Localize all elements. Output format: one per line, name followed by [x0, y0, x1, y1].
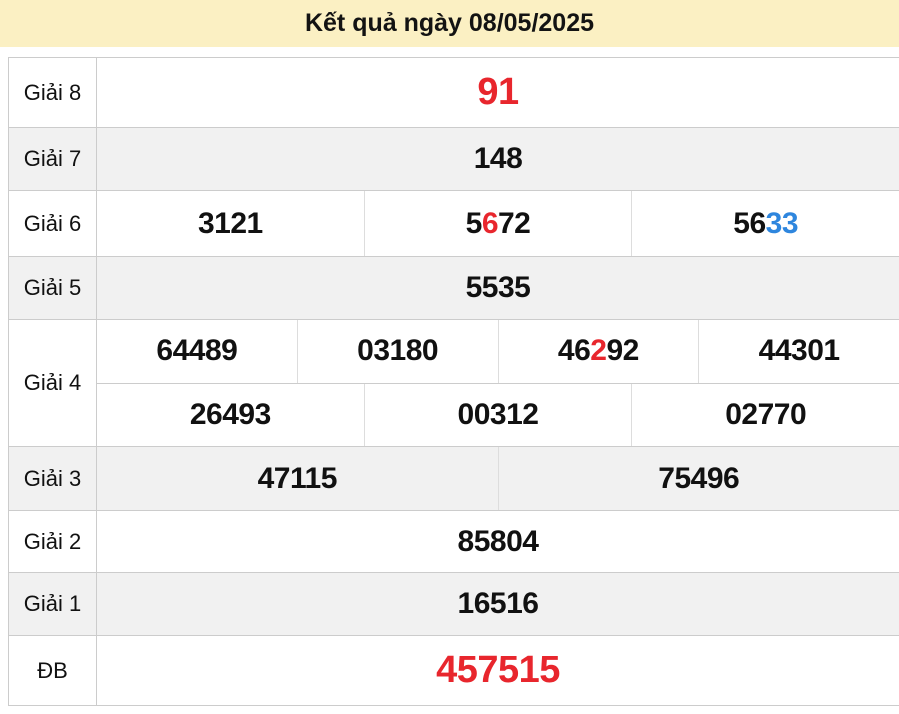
- prize-digit-segment: 75496: [658, 461, 740, 495]
- prize-line: 47115 75496: [97, 447, 899, 510]
- prize-label: Giải 7: [9, 128, 97, 190]
- prize-line: 148: [97, 128, 899, 190]
- prize-label: Giải 2: [9, 511, 97, 572]
- prize-content: 91: [97, 58, 899, 127]
- results-table: Giải 8 91 Giải 7 148 Giải 6 3121 5 6 72 56 33 Giải …: [8, 57, 899, 706]
- page-title: Kết quả ngày 08/05/2025: [304, 9, 595, 37]
- prize-line: 91: [97, 58, 899, 127]
- prize-digit-segment: 03180: [357, 334, 439, 368]
- prize-label: ĐB: [9, 636, 97, 705]
- prize-line: 457515: [97, 636, 899, 705]
- prize-digit-segment: 56: [733, 206, 766, 240]
- prize-content: 3121 5 6 72 56 33: [97, 191, 899, 256]
- prize-row: Giải 4 64489 03180 46 2 92 44301 26493 00312 0277…: [9, 320, 899, 447]
- prize-label: Giải 3: [9, 447, 97, 510]
- prize-digit-segment: 6: [481, 206, 499, 240]
- prize-number: 5535: [97, 257, 899, 319]
- prize-digit-segment: 72: [498, 206, 531, 240]
- prize-digit-segment: 26493: [189, 397, 271, 431]
- prize-content: 16516: [97, 573, 899, 635]
- prize-number: 26493: [97, 384, 364, 447]
- prize-number: 00312: [363, 383, 632, 446]
- prize-label: Giải 8: [9, 58, 97, 127]
- prize-digit-segment: 47115: [257, 461, 338, 495]
- prize-number: 457515: [97, 636, 899, 705]
- prize-digit-segment: 46: [557, 334, 591, 368]
- results-header: Kết quả ngày 08/05/2025: [0, 0, 899, 47]
- prize-digit-segment: 00312: [457, 397, 539, 431]
- prize-digit-segment: 92: [606, 334, 639, 368]
- prize-number: 02770: [631, 383, 899, 446]
- prize-digit-segment: 64489: [156, 334, 238, 368]
- prize-digit-segment: 85804: [457, 524, 539, 558]
- prize-number: 85804: [97, 511, 899, 572]
- prize-number: 5 6 72: [363, 191, 632, 256]
- prize-row: Giải 7 148: [9, 128, 899, 191]
- prize-label: Giải 1: [9, 573, 97, 635]
- prize-row: Giải 8 91: [9, 58, 899, 128]
- prize-label: Giải 6: [9, 191, 97, 256]
- prize-line: 85804: [97, 511, 899, 572]
- prize-number: 148: [97, 128, 899, 190]
- prize-digit-segment: 5535: [465, 271, 531, 304]
- prize-digit-segment: 148: [473, 142, 523, 175]
- prize-content: 148: [97, 128, 899, 190]
- prize-row: Giải 1 16516: [9, 573, 899, 636]
- prize-number: 44301: [698, 320, 899, 383]
- prize-digit-segment: 5: [465, 206, 483, 240]
- prize-label: Giải 5: [9, 257, 97, 319]
- prize-label: Giải 4: [9, 320, 97, 446]
- prize-number: 46 2 92: [497, 320, 699, 383]
- prize-content: 47115 75496: [97, 447, 899, 510]
- prize-line: 16516: [97, 573, 899, 635]
- prize-line: 64489 03180 46 2 92 44301: [97, 320, 899, 383]
- prize-line: 5535: [97, 257, 899, 319]
- prize-number: 75496: [497, 447, 899, 510]
- prize-number: 3121: [97, 191, 364, 256]
- prize-number: 03180: [296, 320, 498, 383]
- prize-number: 64489: [97, 320, 297, 383]
- prize-row: Giải 5 5535: [9, 257, 899, 320]
- prize-digit-segment: 02770: [725, 397, 807, 431]
- prize-number: 47115: [97, 447, 498, 510]
- prize-number: 56 33: [631, 191, 899, 256]
- prize-digit-segment: 16516: [457, 587, 539, 620]
- prize-content: 457515: [97, 636, 899, 705]
- prize-digit-segment: 3121: [197, 206, 263, 240]
- prize-digit-segment: 2: [590, 334, 607, 368]
- prize-content: 85804: [97, 511, 899, 572]
- prize-digit-segment: 91: [477, 71, 519, 113]
- prize-line: 26493 00312 02770: [97, 382, 899, 447]
- prize-row: Giải 3 47115 75496: [9, 447, 899, 511]
- prize-digit-segment: 457515: [436, 649, 560, 691]
- prize-line: 3121 5 6 72 56 33: [97, 191, 899, 256]
- prize-content: 64489 03180 46 2 92 44301 26493 00312 02770: [97, 320, 899, 446]
- prize-row: ĐB 457515: [9, 636, 899, 706]
- prize-digit-segment: 44301: [758, 334, 840, 368]
- prize-digit-segment: 33: [765, 206, 799, 240]
- prize-row: Giải 2 85804: [9, 511, 899, 573]
- prize-number: 91: [97, 58, 899, 127]
- prize-row: Giải 6 3121 5 6 72 56 33: [9, 191, 899, 257]
- prize-content: 5535: [97, 257, 899, 319]
- prize-number: 16516: [97, 573, 899, 635]
